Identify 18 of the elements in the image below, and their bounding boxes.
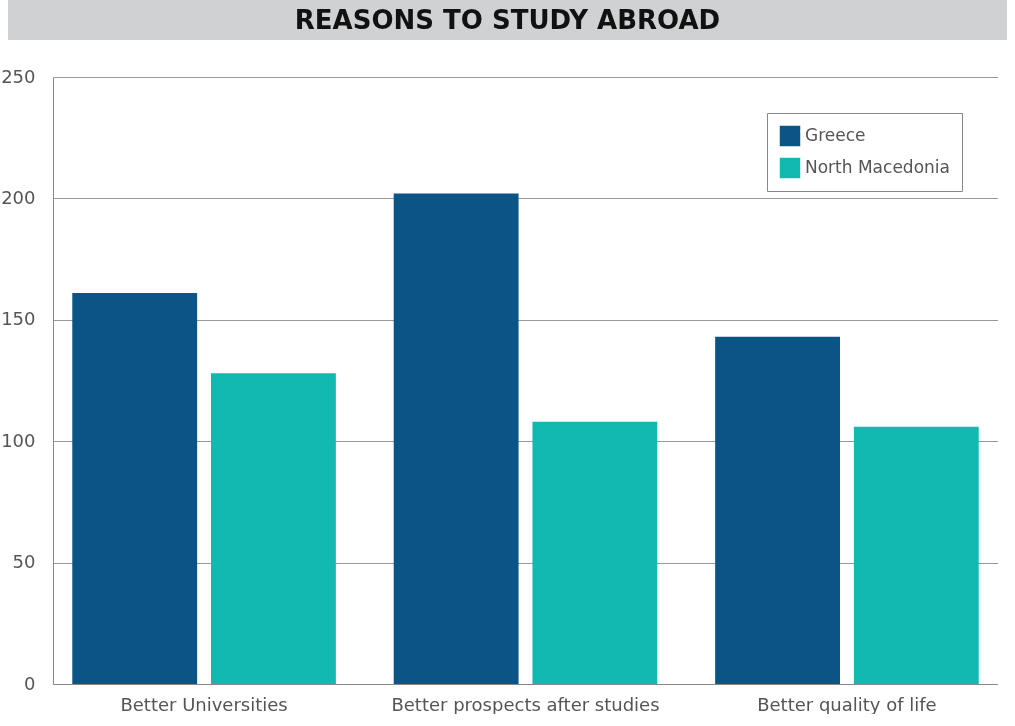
bar xyxy=(72,293,198,684)
y-tick-label: 100 xyxy=(1,429,36,451)
bar xyxy=(211,373,336,684)
chart-title: REASONS TO STUDY ABROAD xyxy=(8,0,1007,40)
bar xyxy=(393,193,519,684)
y-tick-label: 0 xyxy=(24,672,36,694)
x-tick-label: Better quality of life xyxy=(757,693,937,715)
bar xyxy=(532,421,658,684)
y-tick-label: 250 xyxy=(1,65,36,87)
y-tick-label: 50 xyxy=(12,551,36,573)
x-tick-label: Better Universities xyxy=(120,693,288,715)
bar xyxy=(853,426,979,684)
y-tick-label: 200 xyxy=(1,186,36,208)
y-tick-label: 150 xyxy=(1,308,36,330)
legend-label: Greece xyxy=(805,125,866,145)
x-tick-label: Better prospects after studies xyxy=(391,693,660,715)
legend-label: North Macedonia xyxy=(805,157,950,177)
bar xyxy=(715,336,840,684)
